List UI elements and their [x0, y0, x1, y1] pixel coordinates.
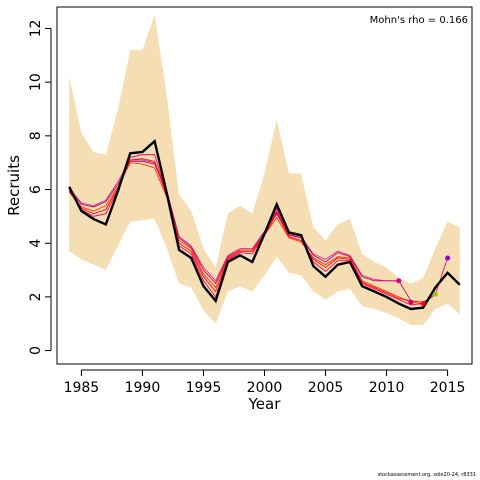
retro-series-line	[68, 154, 449, 306]
series-endpoint-dot	[396, 278, 402, 284]
x-tick-label: 1985	[64, 380, 100, 396]
footer-credit: stockassessment.org, sole20-24, r8331	[377, 472, 476, 478]
y-tick-label: 8	[28, 131, 44, 140]
y-tick-label: 10	[28, 73, 44, 91]
y-tick-label: 2	[28, 292, 44, 301]
confidence-band-area	[69, 15, 460, 326]
plot-frame	[56, 6, 473, 365]
series-endpoints	[396, 255, 451, 307]
x-tick-label: 1995	[186, 380, 222, 396]
x-axis: 1985 1990 1995 2000 2005 2010 2015	[64, 369, 466, 396]
x-tick-label: 2010	[369, 380, 405, 396]
y-axis: 0 2 4 6 8 10 12	[28, 20, 52, 355]
y-tick-label: 0	[28, 346, 44, 355]
series-endpoint-dot	[445, 255, 451, 261]
y-tick-label: 4	[28, 239, 44, 248]
x-tick-label: 1990	[125, 380, 161, 396]
retro-series-line	[68, 162, 424, 305]
x-tick-label: 2000	[247, 380, 283, 396]
mohns-rho-annotation: Mohn's rho = 0.166	[370, 15, 468, 26]
series-endpoint-dot	[408, 299, 414, 305]
series-endpoint-dot	[420, 301, 426, 307]
main-series-line	[68, 138, 461, 311]
series-lines	[68, 138, 461, 311]
retro-series-line	[68, 158, 436, 303]
y-axis-label: Recruits	[5, 155, 23, 216]
series-endpoint-dot	[432, 291, 438, 297]
x-tick-label: 2005	[308, 380, 344, 396]
y-tick-label: 6	[28, 185, 44, 194]
x-axis-label: Year	[248, 395, 282, 413]
confidence-band	[69, 15, 460, 326]
y-tick-label: 12	[28, 20, 44, 38]
x-tick-label: 2015	[430, 380, 466, 396]
